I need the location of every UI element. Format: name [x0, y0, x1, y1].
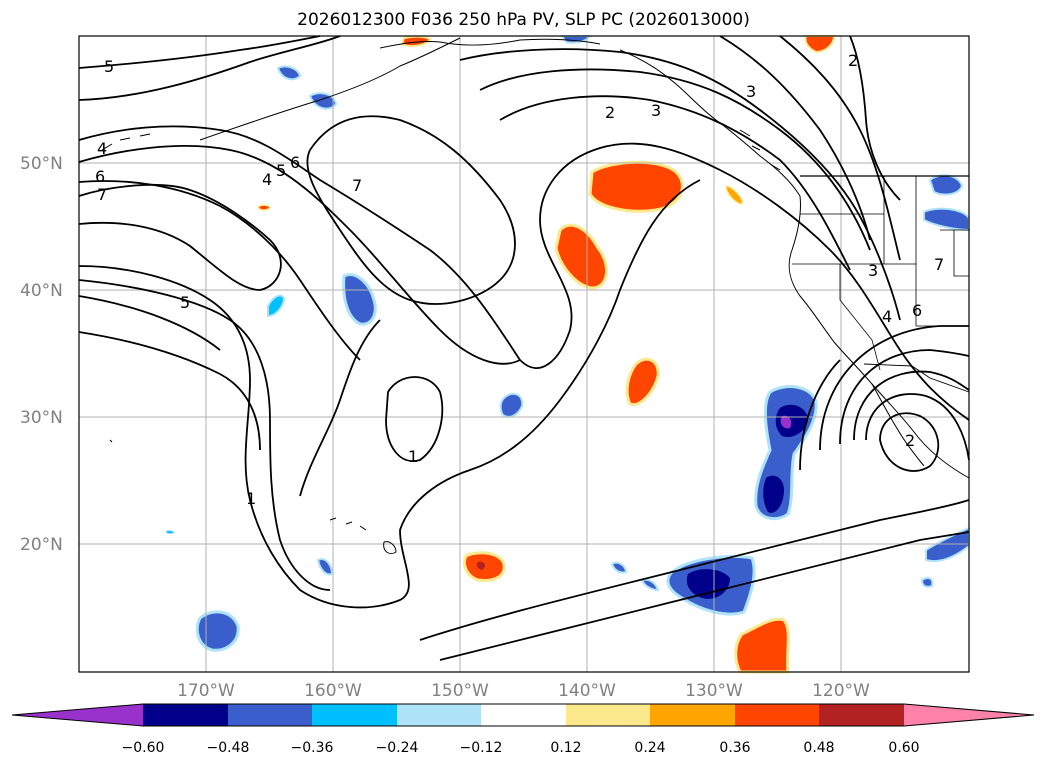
contour-label: 7 — [352, 176, 362, 195]
colorbar-bin — [312, 704, 397, 726]
colorbar-bin — [481, 704, 566, 726]
lon-label-160w: 160°W — [304, 681, 362, 701]
contour-label: 6 — [290, 153, 300, 172]
contour-label: 2 — [905, 431, 915, 450]
colorbar-bin — [143, 704, 228, 726]
contour-label: 2 — [605, 103, 615, 122]
contour-label: 3 — [746, 82, 756, 101]
latitude-labels: 50°N 40°N 30°N 20°N — [20, 154, 63, 555]
contour-label: 6 — [912, 301, 922, 320]
contour-label: 7 — [934, 255, 944, 274]
map-title: 2026012300 F036 250 hPa PV, SLP PC (2026… — [297, 10, 750, 30]
contour-label: 4 — [882, 307, 892, 326]
lon-label-150w: 150°W — [431, 681, 489, 701]
colorbar-bin — [397, 704, 481, 726]
colorbar-tick-label: 0.48 — [803, 740, 834, 756]
contour-label: 6 — [95, 167, 105, 186]
colorbar-tick-label: −0.24 — [376, 740, 419, 756]
colorbar-tick-label: −0.48 — [207, 740, 250, 756]
colorbar-ticks: −0.60 −0.48 −0.36 −0.24 −0.12 0.12 0.24 … — [122, 740, 920, 756]
lon-label-120w: 120°W — [812, 681, 870, 701]
colorbar-extend-max — [904, 704, 1034, 726]
colorbar-tick-label: −0.12 — [460, 740, 503, 756]
lat-label-20n: 20°N — [20, 535, 63, 555]
colorbar-tick-label: 0.36 — [719, 740, 750, 756]
map-frame — [78, 35, 970, 673]
colorbar-extend-min — [12, 704, 143, 726]
pv-anomaly-fill — [165, 35, 970, 674]
colorbar-bin — [228, 704, 312, 726]
contour-label: 4 — [97, 139, 107, 158]
graticule — [79, 36, 969, 672]
colorbar-bin — [566, 704, 650, 726]
contour-label: 7 — [97, 185, 107, 204]
coastlines — [101, 37, 970, 555]
lon-label-130w: 130°W — [685, 681, 743, 701]
colorbar-bin — [735, 704, 819, 726]
contour-label: 1 — [408, 447, 418, 466]
colorbar-tick-label: −0.36 — [291, 740, 334, 756]
contour-labels: 5 4 6 7 4 5 6 7 5 2 3 3 2 1 1 3 4 6 7 2 — [95, 51, 944, 508]
slp-contours — [78, 35, 970, 661]
colorbar-outline — [11, 703, 1035, 727]
colorbar-bin — [650, 704, 735, 726]
colorbar — [11, 703, 1035, 727]
lat-label-50n: 50°N — [20, 154, 63, 174]
longitude-labels: 170°W 160°W 150°W 140°W 130°W 120°W — [177, 681, 870, 701]
colorbar-tick-label: −0.60 — [122, 740, 165, 756]
contour-label: 5 — [180, 293, 190, 312]
lon-label-170w: 170°W — [177, 681, 235, 701]
contour-label: 3 — [868, 261, 878, 280]
contour-label: 4 — [262, 170, 272, 189]
contour-label: 5 — [104, 57, 114, 76]
lon-label-140w: 140°W — [558, 681, 616, 701]
contour-label: 3 — [651, 101, 661, 120]
colorbar-bin — [819, 704, 904, 726]
contour-label: 2 — [848, 51, 858, 70]
colorbar-tick-label: 0.24 — [634, 740, 665, 756]
lat-label-30n: 30°N — [20, 408, 63, 428]
contour-label: 5 — [276, 161, 286, 180]
colorbar-tick-label: 0.60 — [888, 740, 919, 756]
colorbar-tick-label: 0.12 — [550, 740, 581, 756]
contour-label: 1 — [246, 489, 256, 508]
lat-label-40n: 40°N — [20, 281, 63, 301]
map-area — [79, 36, 969, 672]
